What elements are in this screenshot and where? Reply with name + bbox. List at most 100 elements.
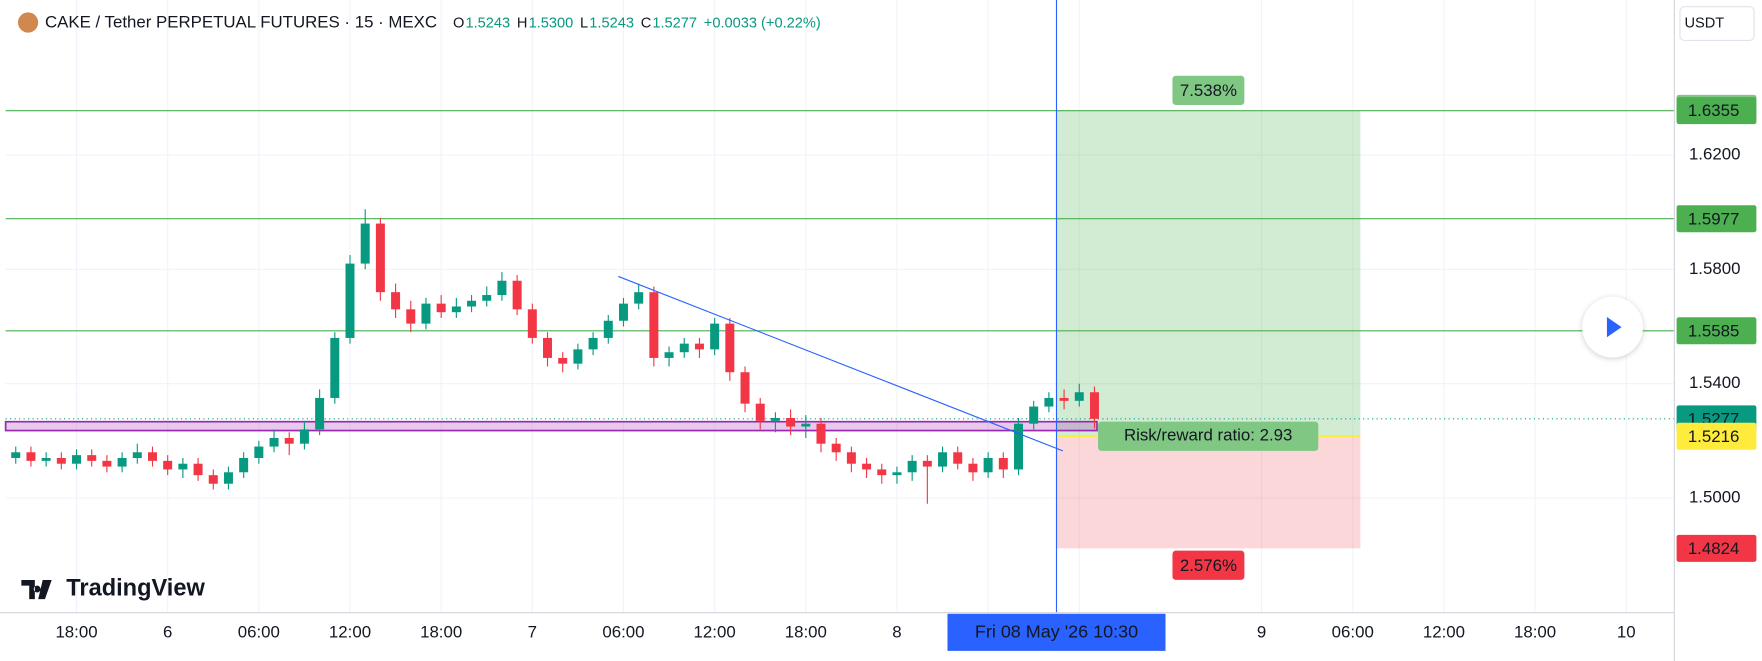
candle-body <box>1044 397 1054 407</box>
stop-label-box <box>1172 550 1245 580</box>
x-tick-label: 18:00 <box>55 622 97 641</box>
price-label: 1.5585 <box>1688 321 1740 340</box>
x-tick-label: 06:00 <box>602 622 644 641</box>
candle-body <box>816 423 826 444</box>
candle-body <box>132 452 142 458</box>
price-label-box <box>1676 205 1757 233</box>
candle-body <box>1089 392 1099 419</box>
candle-body <box>1029 406 1039 424</box>
candle-body <box>725 323 735 373</box>
candle-body <box>193 463 203 476</box>
x-tick-label: 06:00 <box>238 622 280 641</box>
candle-body <box>330 337 340 398</box>
x-tick-label: 6 <box>163 622 172 641</box>
candle-body <box>299 429 309 444</box>
ratio-label-box <box>1098 421 1319 451</box>
x-tick-label: 7 <box>528 622 537 641</box>
candle-body <box>755 403 765 421</box>
play-icon[interactable] <box>1606 317 1622 338</box>
candle-body <box>968 463 978 473</box>
y-tick-label: 1.5400 <box>1689 373 1741 392</box>
grid <box>5 0 1675 613</box>
candle-body <box>117 457 127 467</box>
crosshair-label: Fri 08 May '26 10:30 <box>975 622 1138 642</box>
target-zone <box>1056 110 1361 437</box>
candle-body <box>421 303 431 324</box>
y-tick-label: 1.5800 <box>1689 259 1741 278</box>
zone-band <box>4 420 1098 432</box>
currency-box[interactable]: USDT <box>1679 6 1755 42</box>
candle-body <box>573 349 583 364</box>
candle-body <box>451 306 461 313</box>
candle-body <box>163 460 173 470</box>
x-tick-label: 18:00 <box>420 622 462 641</box>
target-label-box <box>1172 75 1245 106</box>
title: CAKE / Tether PERPETUAL FUTURES · 15 · M… <box>45 13 437 32</box>
coin-icon <box>17 12 39 33</box>
stop-label: 2.576% <box>1180 556 1237 575</box>
candle-body <box>56 457 66 464</box>
play-button[interactable] <box>1582 296 1643 358</box>
candle-body <box>406 309 416 324</box>
crosshair-label-box <box>947 613 1166 651</box>
candle-body <box>315 397 325 430</box>
header-text: CAKE / Tether PERPETUAL FUTURES · 15 · M… <box>45 13 821 32</box>
x-tick-label: 12:00 <box>329 622 371 641</box>
candle-body <box>375 223 385 293</box>
price-label: 1.5216 <box>1688 427 1740 446</box>
candle-body <box>178 463 188 470</box>
candle-body <box>740 372 750 404</box>
price-label-box <box>1676 317 1757 345</box>
candle-body <box>512 280 522 310</box>
candle-body <box>938 452 948 467</box>
candle-body <box>953 452 963 464</box>
x-tick-label: 18:00 <box>785 622 827 641</box>
x-tick-label: 10 <box>1617 622 1636 641</box>
candle-body <box>998 457 1008 470</box>
candle-body <box>239 457 249 473</box>
legend-key: O <box>453 15 464 31</box>
legend-key: L <box>580 15 588 31</box>
candle-body <box>436 303 446 313</box>
x-tick-label: 8 <box>892 622 901 641</box>
candle-body <box>391 292 401 310</box>
candle-body <box>102 460 112 467</box>
legend-key: H <box>517 15 528 31</box>
y-tick-label: 1.6200 <box>1689 144 1741 163</box>
candle-body <box>907 460 917 473</box>
watermark: TradingView <box>66 575 205 601</box>
candle-body <box>467 300 477 307</box>
candle-body <box>87 455 97 461</box>
candle-body <box>710 323 720 350</box>
legend-value: 1.5300 <box>529 15 574 31</box>
candle-body <box>482 295 492 301</box>
candle-body <box>72 455 82 464</box>
candle-body <box>543 337 553 358</box>
candle-body <box>618 303 628 321</box>
candle-body <box>284 437 294 444</box>
candle-body <box>360 223 370 264</box>
candle-body <box>269 437 279 447</box>
plot-area <box>4 110 1675 549</box>
candle-body <box>694 343 704 350</box>
price-label: 1.6355 <box>1688 101 1740 120</box>
currency[interactable]: USDT <box>1684 15 1724 31</box>
x-tick-label: 9 <box>1257 622 1266 641</box>
candle-body <box>1074 392 1084 401</box>
candle-body <box>208 475 218 484</box>
candle-body <box>527 309 537 338</box>
target-label: 7.538% <box>1180 81 1237 100</box>
y-tick-label: 1.5000 <box>1689 487 1741 506</box>
legend-key: C <box>641 15 652 31</box>
candle-body <box>588 337 598 350</box>
candle-body <box>147 452 157 461</box>
candle-body <box>649 292 659 358</box>
price-label-box <box>1676 97 1757 125</box>
currency-button[interactable] <box>1679 6 1755 42</box>
candle-body <box>877 469 887 476</box>
header: CAKE / Tether PERPETUAL FUTURES · 15 · M… <box>17 12 821 33</box>
candle-body <box>558 357 568 364</box>
candle-body <box>922 460 932 467</box>
